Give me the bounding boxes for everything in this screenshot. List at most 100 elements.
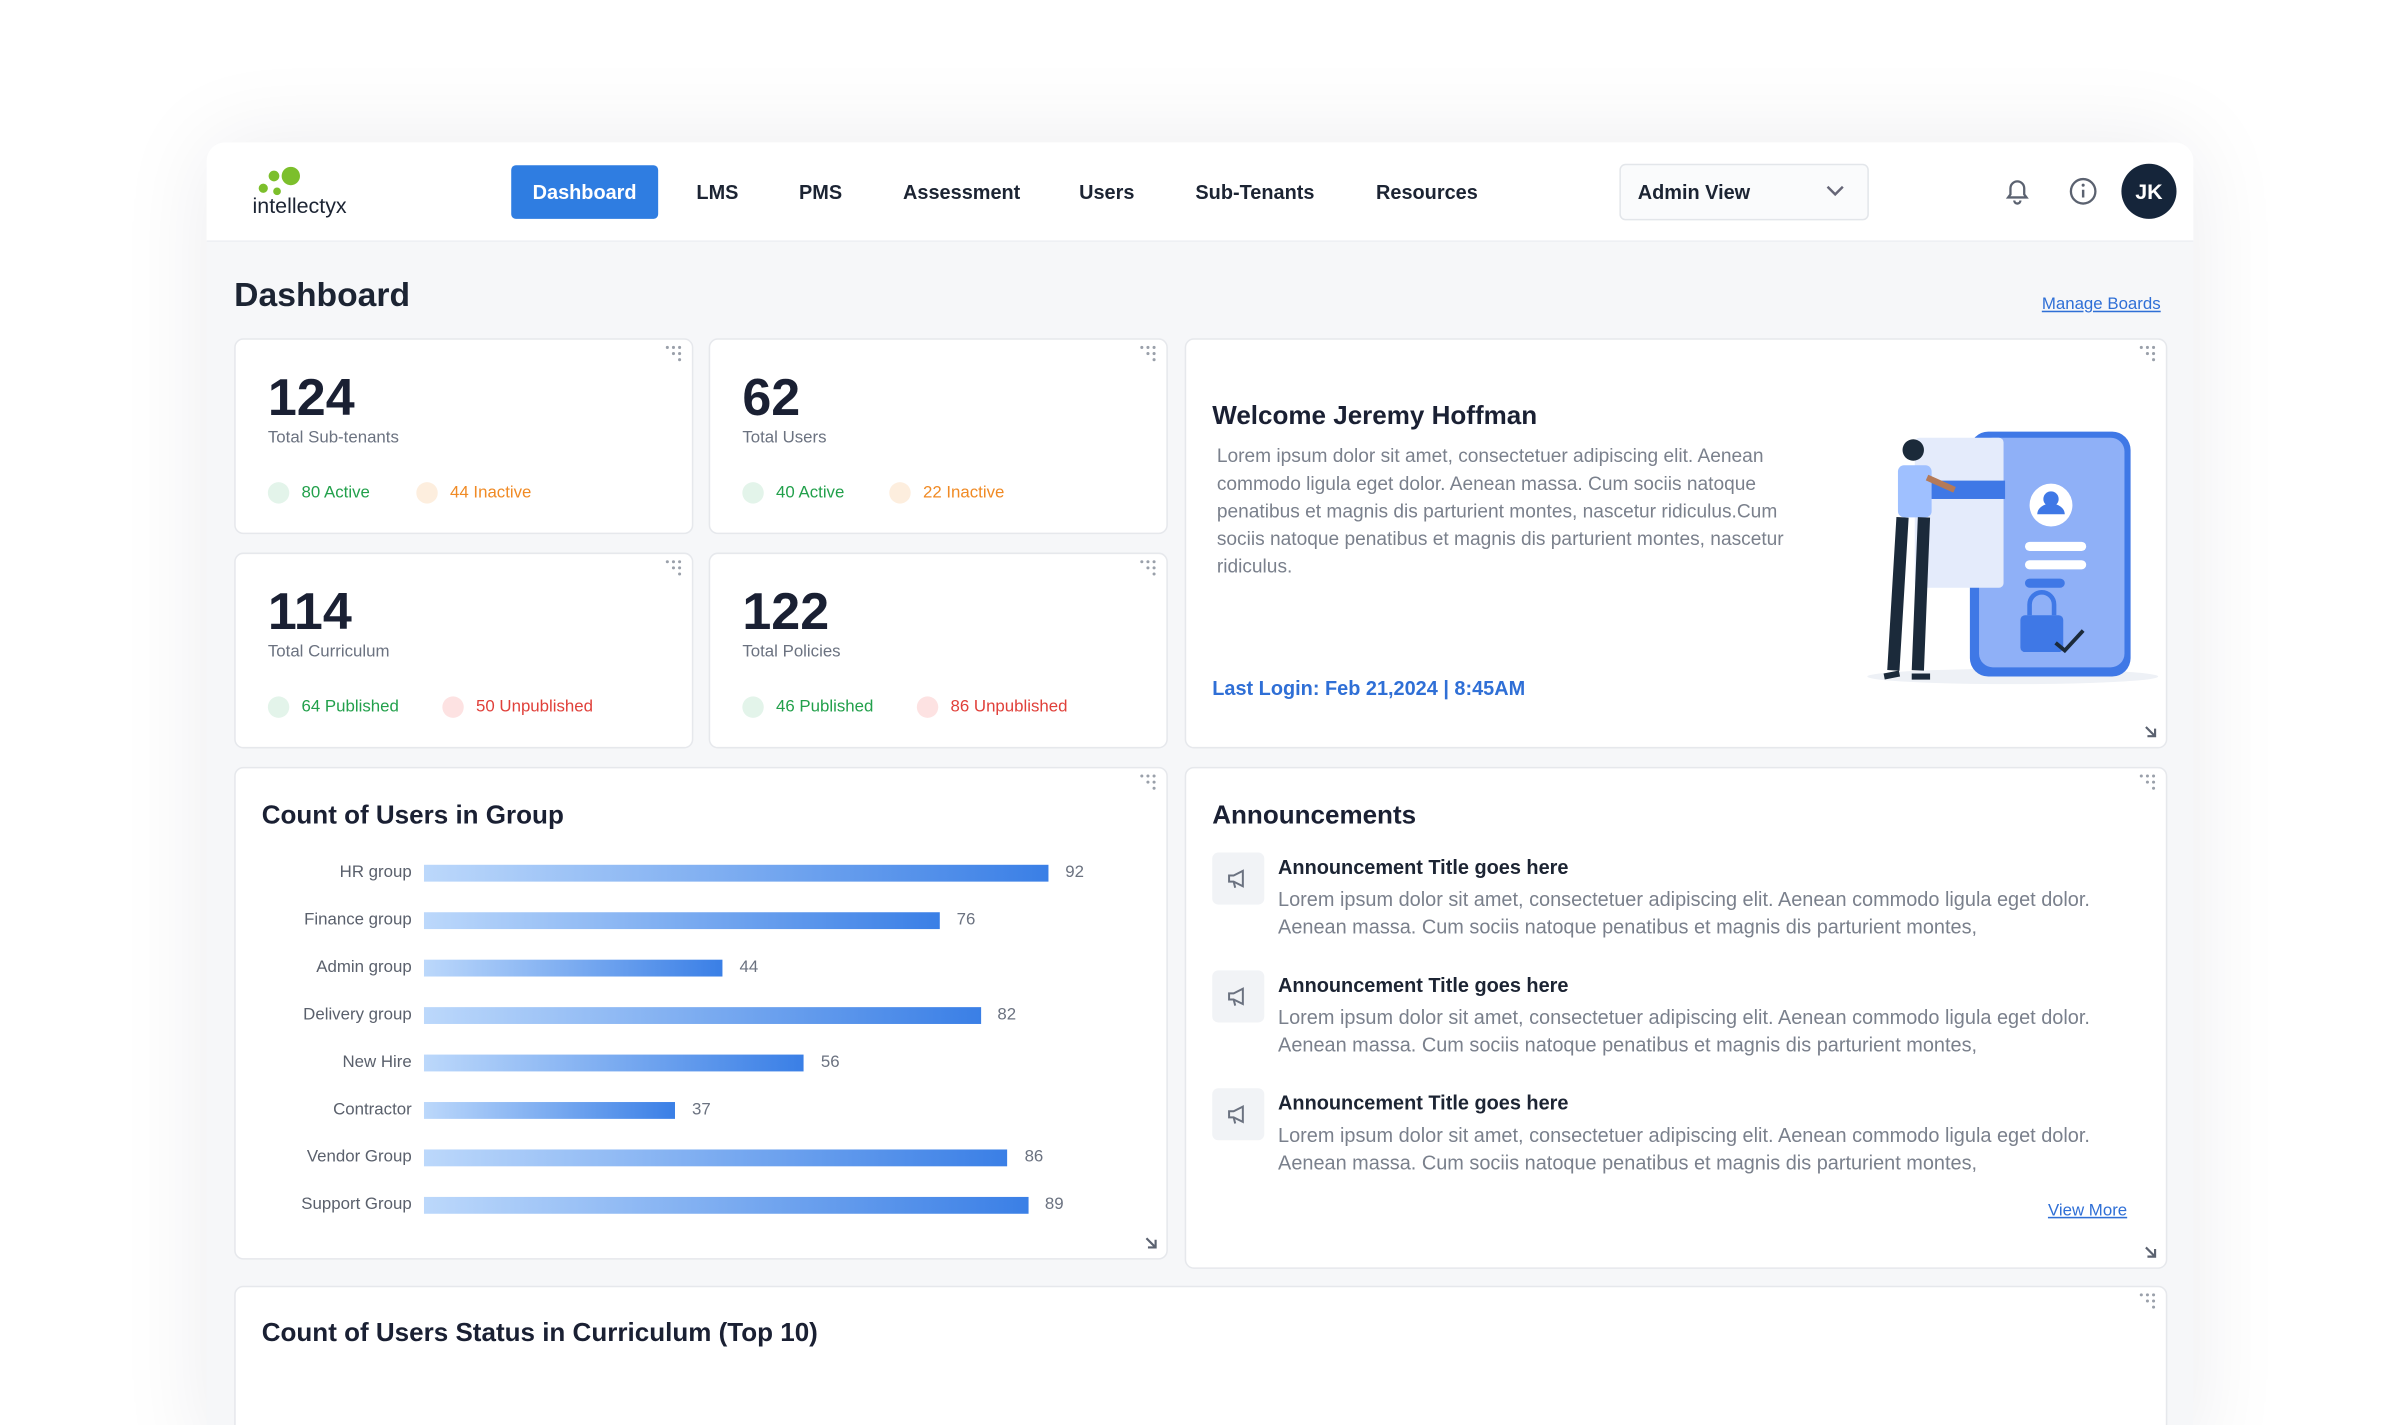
chart-title: Count of Users in Group (261, 800, 564, 830)
nav-item[interactable]: LMS (696, 180, 739, 204)
nav-item[interactable]: Resources (1376, 180, 1478, 204)
chart-card: Count of Users in Group HR group 92 Finance… (234, 766, 1168, 1260)
nav-item[interactable]: Dashboard (511, 165, 659, 219)
category-label: Contractor (333, 1100, 412, 1119)
stat-card: 122 Total Policies 46 Published 86 Unpublis… (708, 552, 1168, 749)
stat-bad: 50 Unpublished (476, 697, 594, 717)
bar (423, 1149, 1008, 1167)
resize-handle (1145, 1237, 1157, 1249)
info-icon[interactable] (2068, 176, 2099, 207)
nav-item[interactable]: Sub-Tenants (1195, 180, 1315, 204)
category-label: Finance group (304, 910, 412, 930)
status-dot (916, 696, 939, 718)
announcement-text: Lorem ipsum dolor sit amet, consectetuer… (1278, 1005, 2090, 1057)
announcement-text: Lorem ipsum dolor sit amet, consectetuer… (1278, 887, 2090, 939)
category-label: New Hire (342, 1053, 412, 1072)
stat-label: Total Policies (742, 642, 841, 662)
value-label: 56 (820, 1053, 840, 1072)
view-select[interactable]: Admin View (1619, 163, 1869, 221)
stat-bad: 44 Inactive (449, 483, 532, 503)
bar (423, 1196, 1029, 1214)
drag-handle (665, 345, 682, 362)
stat-card: 114 Total Curriculum 64 Published 50 Unpubl… (234, 552, 694, 749)
bell-icon[interactable] (2002, 176, 2033, 207)
value-label: 76 (956, 910, 976, 930)
view-more-link[interactable]: View More (2047, 1201, 2128, 1220)
bar (423, 1054, 805, 1072)
illustration (1867, 431, 2159, 685)
drag-handle (1140, 774, 1156, 790)
page-title: Dashboard (234, 275, 411, 314)
stat-value: 122 (742, 583, 830, 642)
stat-label: Total Curriculum (267, 642, 390, 662)
category-label: Delivery group (303, 1005, 412, 1024)
manage-boards-link[interactable]: Manage Boards (2041, 295, 2161, 314)
bar (423, 1102, 676, 1119)
resize-handle (2145, 726, 2157, 738)
bar (423, 912, 940, 930)
status-dot (267, 482, 290, 504)
nav-item[interactable]: PMS (798, 180, 843, 204)
drag-handle (2139, 1293, 2156, 1309)
announcement-title: Announcement Title goes here (1278, 1091, 1569, 1115)
chevron (1826, 185, 1844, 197)
megaphone (1228, 987, 1244, 1006)
stat-label: Total Users (742, 428, 827, 447)
status-dot (889, 482, 911, 504)
logo-text: intellectyx (252, 192, 347, 218)
drag-handle (665, 560, 682, 576)
stat-bad: 86 Unpublished (950, 697, 1068, 717)
resize-handle (2145, 1246, 2157, 1258)
announcement-title: Announcement Title goes here (1278, 855, 1569, 879)
stat-value: 124 (267, 368, 355, 428)
category-label: Vendor Group (306, 1147, 412, 1167)
megaphone (1228, 869, 1244, 888)
bar (423, 1007, 981, 1024)
status-dot (742, 696, 764, 718)
value-label: 89 (1044, 1195, 1064, 1214)
welcome-card: Welcome Jeremy Hoffman Lorem ipsum dolor … (1184, 338, 2168, 749)
curriculum-card: Count of Users Status in Curriculum (Top… (234, 1285, 2168, 1425)
drag-handle (2139, 774, 2156, 790)
stat-good: 80 Active (301, 483, 370, 503)
value-label: 82 (997, 1005, 1017, 1024)
status-dot (742, 482, 764, 504)
bar (423, 959, 723, 977)
stat-card: 124 Total Sub-tenants 80 Active 44 Inactive (234, 338, 694, 535)
stat-label: Total Sub-tenants (267, 428, 399, 447)
value-label: 86 (1024, 1147, 1044, 1167)
stat-value: 114 (267, 583, 352, 642)
announcement-title: Announcement Title goes here (1278, 973, 1569, 997)
last-login: Last Login: Feb 21,2024 | 8:45AM (1212, 676, 1526, 700)
announcement-text: Lorem ipsum dolor sit amet, consectetuer… (1278, 1123, 2090, 1174)
value-label: 92 (1065, 863, 1085, 882)
value-label: 37 (691, 1100, 711, 1119)
logo-mark (258, 166, 300, 196)
status-dot (442, 696, 464, 718)
stat-good: 64 Published (301, 697, 399, 717)
announcements-title: Announcements (1212, 800, 1417, 830)
nav-item[interactable]: Users (1079, 180, 1135, 204)
stat-bad: 22 Inactive (922, 483, 1005, 503)
bar (423, 864, 1049, 882)
announcements-card: Announcements Announcement Title goes her… (1184, 766, 2168, 1269)
curriculum-title: Count of Users Status in Curriculum (Top… (261, 1317, 818, 1347)
drag-handle (2139, 345, 2156, 362)
status-dot (416, 482, 438, 504)
avatar[interactable]: JK (2121, 163, 2177, 219)
category-label: Admin group (316, 958, 412, 977)
status-dot (267, 696, 290, 718)
view-select-label: Admin View (1637, 180, 1751, 204)
megaphone (1228, 1105, 1244, 1124)
stat-value: 62 (742, 368, 801, 428)
stat-good: 40 Active (776, 483, 845, 503)
welcome-text: Lorem ipsum dolor sit amet, consectetuer… (1216, 445, 1784, 578)
nav-item[interactable]: Assessment (903, 180, 1021, 204)
drag-handle (1140, 345, 1156, 362)
category-label: Support Group (301, 1195, 412, 1214)
drag-handle (1140, 560, 1156, 576)
announcement-icon (1212, 852, 1265, 905)
welcome-title: Welcome Jeremy Hoffman (1212, 401, 1538, 431)
